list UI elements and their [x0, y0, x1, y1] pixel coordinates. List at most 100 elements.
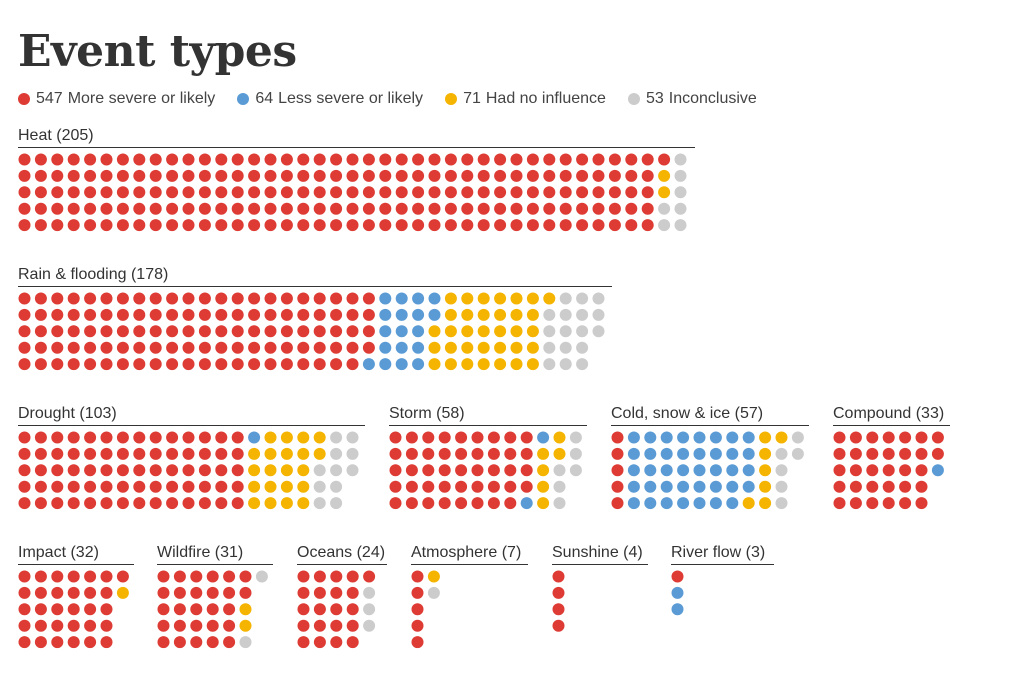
dot-more: [215, 341, 228, 354]
dot-inconclusive: [674, 153, 687, 166]
dot-inconclusive: [592, 325, 605, 338]
dot-more: [264, 308, 277, 321]
dot-more: [51, 358, 64, 371]
dot-none: [248, 464, 261, 477]
dot-more: [552, 603, 565, 616]
dot-more: [412, 219, 425, 232]
dot-more: [67, 292, 80, 305]
dot-inconclusive: [330, 480, 343, 493]
dot-grid-oceans: [297, 570, 376, 649]
dot-more: [313, 202, 326, 215]
dot-none: [510, 325, 523, 338]
dot-more: [182, 464, 195, 477]
dot-less: [412, 325, 425, 338]
dot-more: [280, 308, 293, 321]
dot-more: [411, 603, 424, 616]
dot-more: [51, 464, 64, 477]
legend-swatch-inconclusive: [627, 93, 640, 105]
dot-less: [248, 431, 261, 444]
dot-more: [313, 169, 326, 182]
dot-more: [34, 219, 47, 232]
dot-more: [223, 636, 236, 649]
dot-more: [363, 570, 376, 583]
dot-more: [34, 636, 47, 649]
dot-more: [231, 464, 244, 477]
legend-label-more: More severe or likely: [67, 90, 216, 107]
dot-more: [608, 169, 621, 182]
dot-more: [149, 292, 162, 305]
dot-none: [537, 497, 550, 510]
dot-more: [658, 153, 671, 166]
dot-more: [116, 325, 129, 338]
dot-more: [84, 603, 97, 616]
group-count: (103): [74, 405, 117, 422]
dot-inconclusive: [791, 447, 804, 460]
dot-more: [264, 292, 277, 305]
dot-more: [116, 186, 129, 199]
dot-more: [84, 619, 97, 632]
dot-none: [444, 341, 457, 354]
dot-more: [100, 358, 113, 371]
dot-more: [190, 570, 203, 583]
dot-more: [297, 619, 310, 632]
dot-more: [116, 219, 129, 232]
dot-more: [487, 497, 500, 510]
dot-more: [18, 358, 31, 371]
dot-none: [510, 358, 523, 371]
dot-more: [576, 153, 589, 166]
group-count: (31): [210, 544, 244, 561]
dot-more: [313, 570, 326, 583]
group-count: (33): [911, 405, 945, 422]
dot-more: [215, 358, 228, 371]
dot-less: [693, 480, 706, 493]
dot-more: [182, 153, 195, 166]
dot-more: [552, 619, 565, 632]
legend: 547 More severe or likely 64 Less severe…: [18, 88, 779, 110]
group-header: Oceans (24): [297, 543, 387, 565]
dot-more: [51, 308, 64, 321]
dot-more: [149, 202, 162, 215]
dot-more: [182, 219, 195, 232]
dot-more: [67, 447, 80, 460]
dot-more: [51, 480, 64, 493]
dot-none: [264, 447, 277, 460]
dot-more: [173, 603, 186, 616]
dot-more: [18, 497, 31, 510]
dot-none: [494, 308, 507, 321]
dot-more: [166, 186, 179, 199]
dot-more: [477, 219, 490, 232]
dot-none: [297, 431, 310, 444]
dot-more: [297, 341, 310, 354]
legend-count-more: 547: [36, 90, 63, 107]
dot-none: [444, 308, 457, 321]
dot-more: [264, 341, 277, 354]
dot-more: [833, 431, 846, 444]
dot-more: [280, 325, 293, 338]
dot-less: [660, 464, 673, 477]
dot-more: [18, 308, 31, 321]
dot-more: [405, 497, 418, 510]
dot-more: [346, 341, 359, 354]
dot-more: [166, 153, 179, 166]
dot-less: [379, 292, 392, 305]
dot-more: [422, 431, 435, 444]
dot-more: [330, 358, 343, 371]
group-header: Wildfire (31): [157, 543, 273, 565]
dot-more: [379, 153, 392, 166]
group-name: Compound: [833, 405, 912, 422]
dot-more: [330, 603, 343, 616]
dot-less: [726, 480, 739, 493]
dot-more: [100, 202, 113, 215]
dot-more: [116, 431, 129, 444]
dot-less: [627, 464, 640, 477]
dot-more: [611, 480, 624, 493]
dot-more: [51, 586, 64, 599]
dot-more: [412, 186, 425, 199]
dot-none: [280, 480, 293, 493]
dot-inconclusive: [775, 447, 788, 460]
dot-more: [313, 341, 326, 354]
dot-none: [461, 341, 474, 354]
dot-more: [346, 358, 359, 371]
dot-more: [330, 325, 343, 338]
dot-more: [346, 153, 359, 166]
